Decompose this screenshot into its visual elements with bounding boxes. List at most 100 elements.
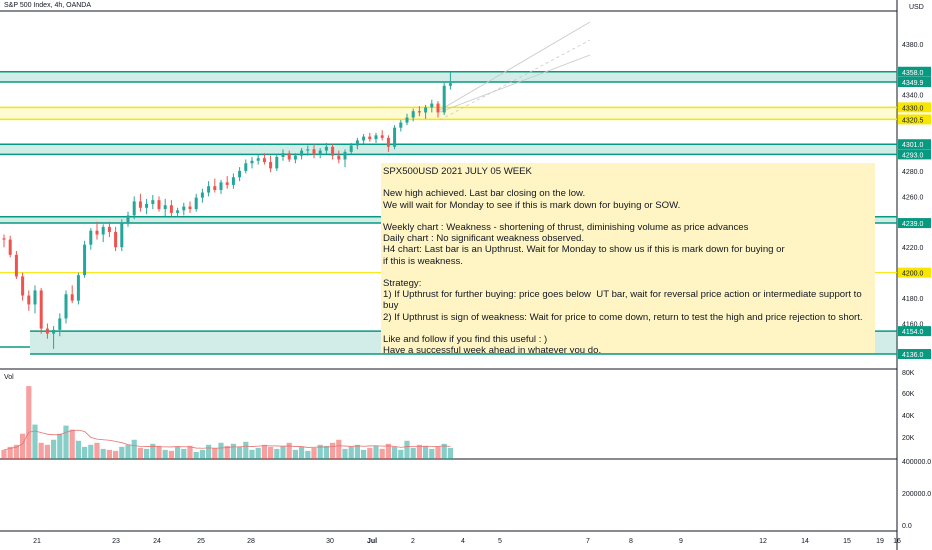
price-label-bg xyxy=(898,218,931,229)
volume-bar xyxy=(255,447,261,459)
volume-bar xyxy=(261,444,267,459)
candle-body xyxy=(300,150,304,156)
volume-bar xyxy=(317,444,323,459)
analysis-note: SPX500USD 2021 JULY 05 WEEK New high ach… xyxy=(381,163,875,353)
zone-rect xyxy=(0,107,897,120)
volume-bar xyxy=(131,439,137,459)
time-tick-label: Jul xyxy=(367,538,377,545)
volume-tick-label: 20K xyxy=(902,435,915,442)
volume-bar xyxy=(69,429,75,459)
time-tick-label: 25 xyxy=(197,538,205,545)
candle-body xyxy=(145,203,149,208)
note-line: Daily chart : No significant weakness ob… xyxy=(383,233,585,245)
volume-tick-label: 60K xyxy=(902,391,915,398)
time-tick-label: 4 xyxy=(461,538,465,545)
candle-body xyxy=(132,201,136,216)
volume-bar xyxy=(218,442,224,459)
candle-body xyxy=(287,153,291,160)
candle-body xyxy=(256,158,260,161)
price-label-bg xyxy=(898,66,931,77)
note-line: Strategy: xyxy=(383,278,422,290)
candle-body xyxy=(380,135,384,138)
volume-bar xyxy=(113,450,119,459)
candle-body xyxy=(2,238,6,240)
volume-bar xyxy=(299,446,305,459)
volume-bar xyxy=(385,443,391,459)
currency-label: USD xyxy=(909,4,924,11)
zone-rect xyxy=(0,71,897,83)
time-tick-label: 9 xyxy=(679,538,683,545)
volume-bar xyxy=(392,446,398,459)
candle-body xyxy=(386,137,390,147)
time-tick-label: 7 xyxy=(586,538,590,545)
candle-body xyxy=(64,294,68,319)
price-label-text: 4136.0 xyxy=(902,352,924,359)
note-line: Weekly chart : Weakness - shortening of … xyxy=(383,222,749,234)
volume-bar xyxy=(379,448,385,459)
volume-bar xyxy=(423,445,429,459)
volume-bar xyxy=(187,445,193,459)
candle-body xyxy=(405,117,409,123)
volume-bar xyxy=(82,446,88,459)
volume-bar xyxy=(38,442,44,459)
note-line: 1) If Upthrust for further buying: price… xyxy=(383,289,865,312)
candle-body xyxy=(337,155,341,160)
volume-bar xyxy=(206,444,212,459)
candle-body xyxy=(176,210,180,213)
volume-bar xyxy=(162,449,168,459)
candle-body xyxy=(21,276,25,296)
volume-bar xyxy=(410,447,416,459)
price-tick-label: 4160.0 xyxy=(902,322,924,329)
candle-body xyxy=(169,205,173,213)
candle-body xyxy=(275,156,279,169)
candle-body xyxy=(374,135,378,140)
time-tick-label: 16 xyxy=(893,538,901,545)
volume-bar xyxy=(435,446,441,459)
volume-bar xyxy=(199,449,205,459)
volume-bar xyxy=(429,448,435,459)
candle-body xyxy=(188,206,192,210)
candle-body xyxy=(52,329,56,334)
candle-body xyxy=(343,151,347,160)
channel-line xyxy=(439,39,591,121)
note-line: Like and follow if you find this useful … xyxy=(383,334,548,346)
note-line xyxy=(383,211,875,222)
candle-body xyxy=(281,153,285,157)
note-line xyxy=(383,177,875,188)
candle-body xyxy=(163,205,167,210)
note-line: H4 chart: Last bar is an Upthrust. Wait … xyxy=(383,244,785,256)
candle-body xyxy=(399,122,403,128)
candle-body xyxy=(312,149,316,155)
volume-bar xyxy=(249,449,255,459)
volume-bar xyxy=(237,446,243,459)
candle-body xyxy=(70,294,74,301)
volume-tick-label: 0.0 xyxy=(902,523,912,530)
price-label-bg xyxy=(898,77,931,88)
price-tick-label: 4260.0 xyxy=(902,194,924,201)
price-label-bg xyxy=(898,326,931,337)
candle-body xyxy=(293,155,297,160)
note-line: SPX500USD 2021 JULY 05 WEEK xyxy=(383,166,532,177)
price-label-text: 4320.5 xyxy=(902,117,924,124)
time-tick-label: 12 xyxy=(759,538,767,545)
volume-bar xyxy=(305,450,311,459)
price-tick-label: 4220.0 xyxy=(902,245,924,252)
volume-bar xyxy=(336,439,342,459)
volume-bar xyxy=(323,445,329,459)
price-tick-label: 4180.0 xyxy=(902,296,924,303)
volume-bar xyxy=(404,440,410,459)
volume-tick-label: 400000.0 xyxy=(902,459,931,466)
time-tick-label: 21 xyxy=(33,538,41,545)
candle-body xyxy=(238,170,242,178)
note-line: Have a successful week ahead in whatever… xyxy=(383,345,602,353)
volume-bar xyxy=(137,447,143,459)
candle-body xyxy=(213,186,217,190)
price-label-text: 4239.0 xyxy=(902,221,924,228)
volume-bar xyxy=(286,442,292,459)
volume-bar xyxy=(150,443,156,459)
candle-body xyxy=(436,103,440,113)
time-tick-label: 2 xyxy=(411,538,415,545)
volume-bar xyxy=(181,448,187,459)
price-tick-label: 4340.0 xyxy=(902,93,924,100)
time-tick-label: 28 xyxy=(247,538,255,545)
